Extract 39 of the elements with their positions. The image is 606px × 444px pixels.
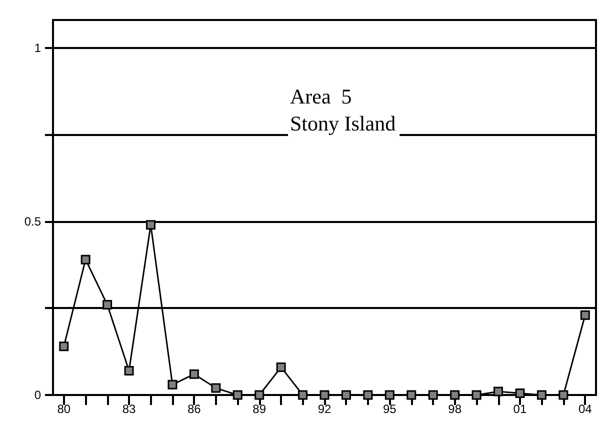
point [232, 390, 242, 400]
point [406, 390, 416, 400]
x-tick-label: 86 [188, 402, 202, 416]
point [320, 390, 330, 400]
x-tick-label: 92 [318, 402, 332, 416]
x-tick-label: 80 [57, 402, 71, 416]
point [384, 390, 394, 400]
point [472, 390, 482, 400]
x-tick-label: 95 [382, 402, 397, 416]
x-tick-label: 83 [122, 402, 136, 416]
point [515, 388, 525, 398]
x-tick-label: 89 [252, 402, 266, 416]
point [363, 390, 373, 400]
point [558, 390, 568, 400]
point [276, 362, 286, 372]
y-tick-label: 0.5 [24, 214, 42, 228]
point [80, 254, 90, 264]
text: Area 5 [290, 84, 352, 108]
point [580, 310, 590, 320]
point [494, 386, 504, 396]
point [211, 383, 221, 393]
point [254, 390, 264, 400]
y-tick-label: 1 [34, 40, 42, 55]
point [102, 300, 112, 310]
point [428, 390, 438, 400]
point [341, 390, 351, 400]
point [168, 380, 178, 390]
x-tick-label: 01 [513, 402, 527, 416]
point [536, 390, 546, 400]
text: Stony Island [290, 112, 396, 136]
point [298, 390, 308, 400]
point [189, 369, 199, 379]
point [146, 220, 156, 230]
point [59, 342, 69, 352]
point [124, 366, 134, 376]
point [450, 390, 460, 400]
x-tick-label: 98 [448, 402, 462, 416]
y-tick-label: 0 [34, 388, 42, 402]
x-tick-label: 04 [578, 402, 592, 416]
